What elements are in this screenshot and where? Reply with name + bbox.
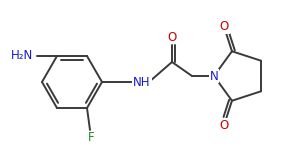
Text: N: N	[209, 69, 218, 83]
Text: H₂N: H₂N	[11, 49, 33, 61]
Text: O: O	[167, 30, 177, 43]
Text: F: F	[88, 132, 94, 144]
Text: NH: NH	[133, 75, 151, 89]
Text: O: O	[219, 119, 229, 132]
Text: O: O	[219, 20, 229, 33]
